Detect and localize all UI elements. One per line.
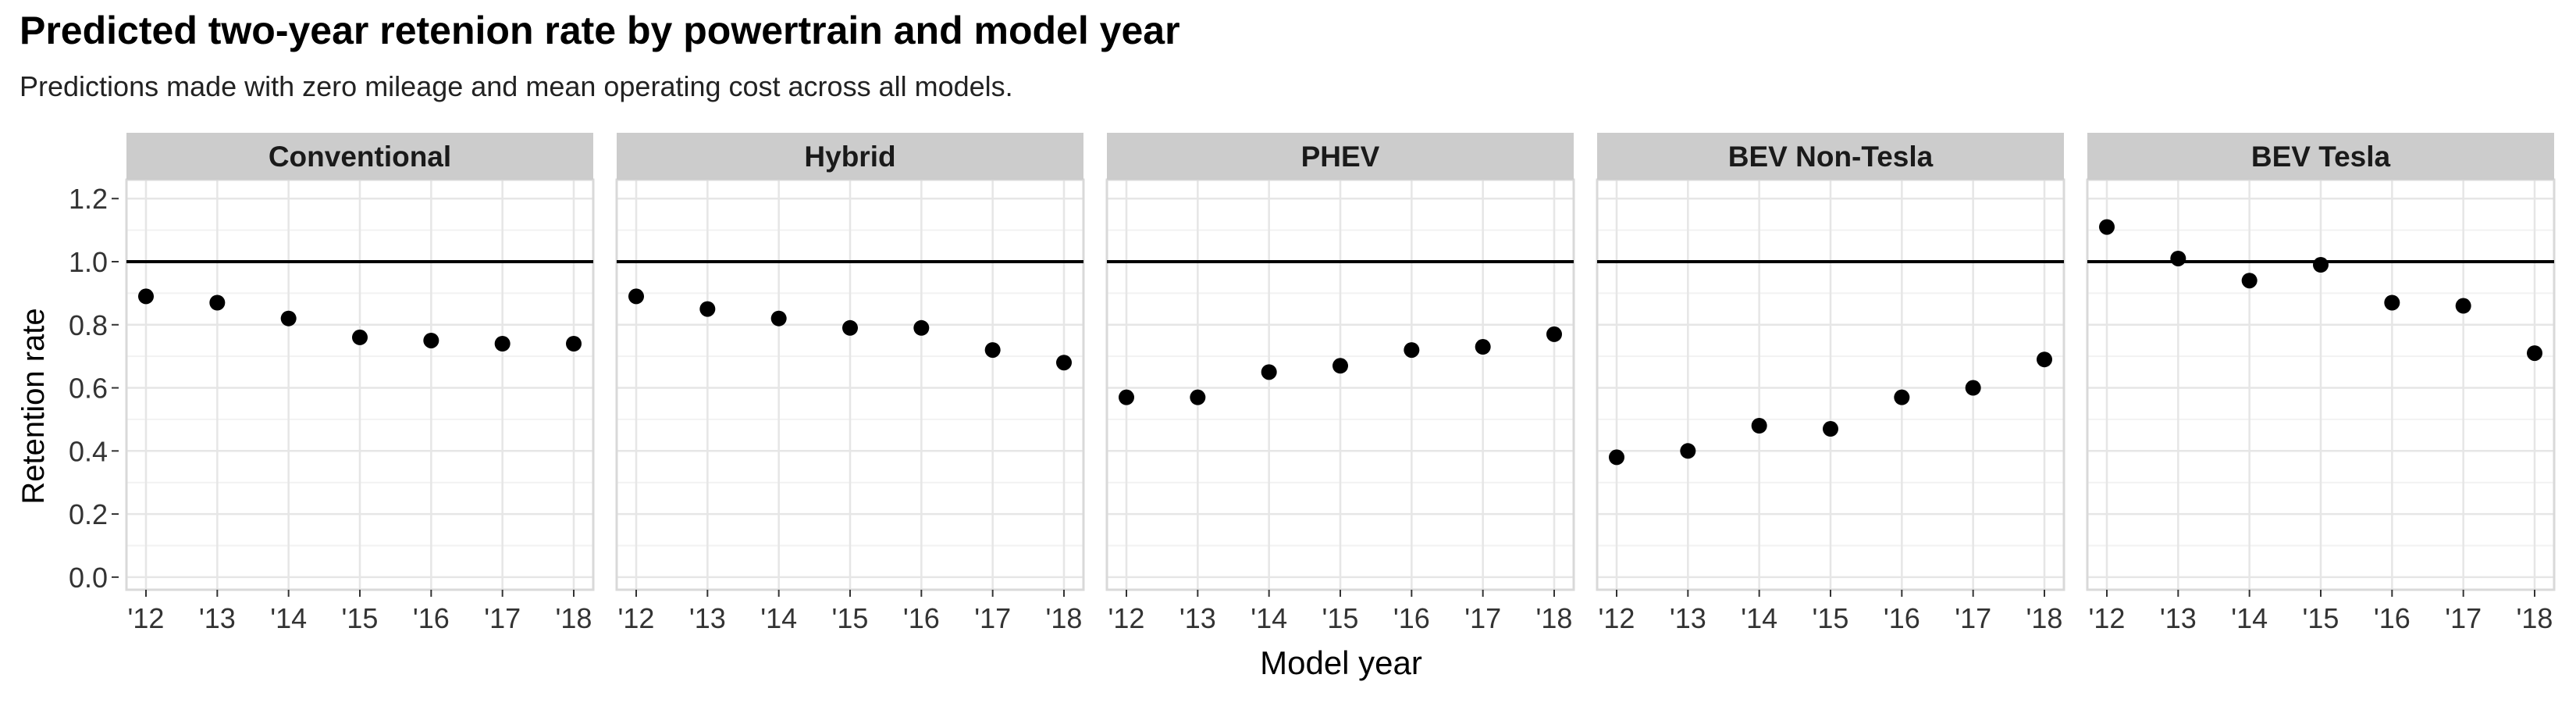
facet-strip bbox=[2087, 133, 2554, 180]
x-tick-label: '18 bbox=[556, 602, 592, 634]
data-point bbox=[494, 336, 511, 352]
data-point bbox=[2099, 219, 2115, 235]
data-point bbox=[2037, 352, 2052, 368]
data-point bbox=[2455, 298, 2471, 314]
data-point bbox=[984, 342, 1001, 359]
facet-strip bbox=[1597, 133, 2064, 180]
data-point bbox=[1680, 443, 1696, 459]
data-point bbox=[138, 288, 154, 305]
data-point bbox=[566, 336, 582, 352]
chart-subtitle: Predictions made with zero mileage and m… bbox=[20, 70, 1013, 102]
y-tick-label: 1.0 bbox=[69, 246, 108, 278]
data-point bbox=[1475, 339, 1491, 355]
facet-panel-phev: PHEV '12 '13 '14 '15 '16 '17 '18 bbox=[1105, 133, 1575, 634]
x-tick-label: '17 bbox=[484, 602, 521, 634]
x-tick-label: '16 bbox=[1393, 602, 1430, 634]
data-point bbox=[1609, 449, 1624, 466]
x-tick-label: '14 bbox=[270, 602, 307, 634]
x-tick-label: '12 bbox=[2089, 602, 2126, 634]
data-point bbox=[352, 329, 368, 345]
x-tick-label: '15 bbox=[342, 602, 379, 634]
x-tick-label: '17 bbox=[2445, 602, 2482, 634]
x-tick-label: '12 bbox=[618, 602, 655, 634]
x-tick-label: '13 bbox=[2160, 602, 2197, 634]
y-axis-label: Retention rate bbox=[16, 308, 51, 504]
facet-panel-hybrid: Hybrid '12 '13 '14 '15 '16 '17 '18 bbox=[615, 133, 1085, 634]
data-point bbox=[770, 310, 787, 327]
x-tick-label: '18 bbox=[2026, 602, 2063, 634]
data-point bbox=[1823, 421, 1838, 437]
data-point bbox=[628, 288, 644, 305]
x-tick-label: '13 bbox=[199, 602, 236, 634]
facet-strip-label: BEV Non-Tesla bbox=[1728, 141, 1934, 173]
facet-panel-conventional: Conventional '12 '13 '14 '15 '16 '17 '18 bbox=[125, 133, 595, 634]
data-point bbox=[1332, 358, 1348, 374]
facet-strip-label: PHEV bbox=[1301, 141, 1380, 173]
x-tick-label: '18 bbox=[2517, 602, 2553, 634]
data-point bbox=[2527, 345, 2542, 362]
data-point bbox=[280, 310, 297, 327]
facet-strip bbox=[617, 133, 1083, 180]
y-tick-label: 1.2 bbox=[69, 183, 108, 215]
x-tick-label: '15 bbox=[832, 602, 869, 634]
x-tick-label: '16 bbox=[1884, 602, 1920, 634]
x-tick-label: '14 bbox=[2231, 602, 2268, 634]
chart-title: Predicted two-year retenion rate by powe… bbox=[20, 9, 1180, 52]
facet-strip bbox=[126, 133, 593, 180]
x-tick-label: '13 bbox=[689, 602, 726, 634]
x-tick-label: '16 bbox=[903, 602, 940, 634]
facet-panels: 0.0 0.2 0.4 0.6 0.8 1.0 1.2 Conventional '12 '13 '… bbox=[69, 133, 2556, 634]
x-tick-label: '12 bbox=[1108, 602, 1145, 634]
y-tick-label: 0.6 bbox=[69, 373, 108, 405]
data-point bbox=[699, 301, 716, 317]
data-point bbox=[2313, 257, 2329, 273]
x-tick-label: '14 bbox=[1741, 602, 1777, 634]
x-tick-label: '14 bbox=[760, 602, 797, 634]
facet-strip bbox=[1107, 133, 1574, 180]
x-tick-label: '18 bbox=[1536, 602, 1573, 634]
data-point bbox=[209, 294, 226, 311]
x-tick-label: '12 bbox=[128, 602, 165, 634]
x-tick-label: '17 bbox=[1464, 602, 1501, 634]
y-tick-label: 0.0 bbox=[69, 562, 108, 594]
facet-strip-label: BEV Tesla bbox=[2251, 141, 2391, 173]
y-tick-label: 0.4 bbox=[69, 435, 108, 467]
data-point bbox=[1261, 364, 1277, 380]
data-point bbox=[1056, 355, 1072, 371]
x-tick-label: '15 bbox=[2303, 602, 2339, 634]
y-tick-label: 0.8 bbox=[69, 309, 108, 341]
x-tick-label: '12 bbox=[1599, 602, 1635, 634]
x-tick-label: '15 bbox=[1322, 602, 1359, 634]
data-point bbox=[1546, 326, 1562, 342]
facet-strip-label: Conventional bbox=[269, 141, 451, 173]
data-point bbox=[2384, 294, 2400, 311]
x-tick-label: '16 bbox=[413, 602, 450, 634]
data-point bbox=[2241, 273, 2258, 289]
y-tick-label: 0.2 bbox=[69, 498, 108, 530]
data-point bbox=[1190, 389, 1206, 405]
data-point bbox=[842, 319, 858, 336]
x-tick-label: '17 bbox=[974, 602, 1011, 634]
data-point bbox=[1404, 342, 1420, 359]
data-point bbox=[913, 319, 930, 336]
data-point bbox=[1119, 389, 1134, 405]
data-point bbox=[1894, 389, 1910, 405]
facet-panel-bev-tesla: BEV Tesla '12 '13 '14 '15 '16 '17 '18 bbox=[2086, 133, 2556, 634]
data-point bbox=[1751, 418, 1767, 434]
x-tick-label: '13 bbox=[1670, 602, 1706, 634]
x-axis-label: Model year bbox=[1260, 644, 1422, 681]
facet-strip-label: Hybrid bbox=[804, 141, 895, 173]
x-tick-label: '17 bbox=[1955, 602, 1991, 634]
facet-panel-bev-non-tesla: BEV Non-Tesla '12 '13 '14 '15 '16 '17 '18 bbox=[1596, 133, 2065, 634]
data-point bbox=[2170, 250, 2186, 266]
x-tick-label: '14 bbox=[1251, 602, 1287, 634]
x-tick-label: '18 bbox=[1046, 602, 1083, 634]
data-point bbox=[423, 332, 439, 348]
x-tick-label: '15 bbox=[1813, 602, 1849, 634]
x-tick-label: '16 bbox=[2374, 602, 2411, 634]
data-point bbox=[1965, 380, 1981, 396]
x-tick-label: '13 bbox=[1179, 602, 1216, 634]
